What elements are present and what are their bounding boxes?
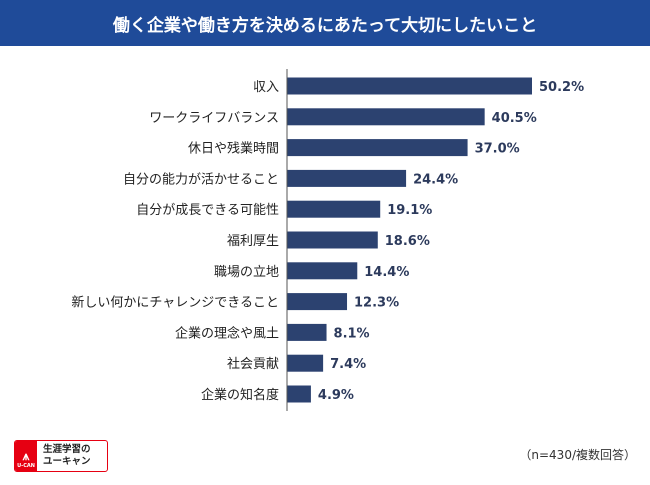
bar: [287, 385, 311, 403]
category-label: 収入: [253, 80, 279, 95]
sample-note: （n=430/複数回答）: [519, 448, 636, 462]
category-label: 企業の理念や風土: [175, 325, 279, 341]
logo-mark-text: U-CAN: [17, 463, 35, 469]
data-label: 14.4%: [364, 265, 409, 280]
logo-line1: 生涯学習の: [43, 444, 91, 455]
data-label: 24.4%: [413, 172, 458, 187]
bar: [287, 169, 407, 187]
ucan-logo: ⩚ U-CAN 生涯学習の ユーキャン: [14, 440, 108, 472]
bar: [287, 108, 485, 126]
data-label: 18.6%: [385, 234, 430, 249]
data-label: 4.9%: [318, 388, 354, 403]
category-label: 社会貢献: [227, 356, 279, 372]
bar: [287, 323, 327, 341]
bar: [287, 293, 348, 311]
data-label: 8.1%: [334, 326, 370, 341]
logo-line2: ユーキャン: [43, 456, 91, 467]
data-label: 7.4%: [330, 357, 366, 372]
chart-title: 働く企業や働き方を決めるにあたって大切にしたいこと: [0, 0, 650, 46]
data-label: 50.2%: [539, 80, 584, 95]
category-label: 自分の能力が活かせること: [123, 172, 279, 187]
data-label: 19.1%: [387, 203, 432, 218]
bar: [287, 354, 324, 372]
data-label: 40.5%: [492, 111, 537, 126]
category-label: 福利厚生: [227, 234, 279, 249]
category-label: 企業の知名度: [201, 387, 279, 403]
category-label: 職場の立地: [214, 265, 279, 280]
category-label: ワークライフバランス: [149, 111, 279, 126]
bar: [287, 77, 532, 95]
category-label: 自分が成長できる可能性: [136, 203, 279, 218]
bar: [287, 231, 378, 249]
data-label: 12.3%: [354, 296, 399, 311]
data-label: 37.0%: [475, 142, 520, 157]
category-label: 新しい何かにチャレンジできること: [71, 295, 279, 311]
category-label: 休日や残業時間: [188, 141, 279, 157]
bar: [287, 200, 381, 218]
bar: [287, 139, 468, 157]
logo-symbol-icon: ⩚: [22, 449, 30, 463]
bar: [287, 262, 358, 280]
